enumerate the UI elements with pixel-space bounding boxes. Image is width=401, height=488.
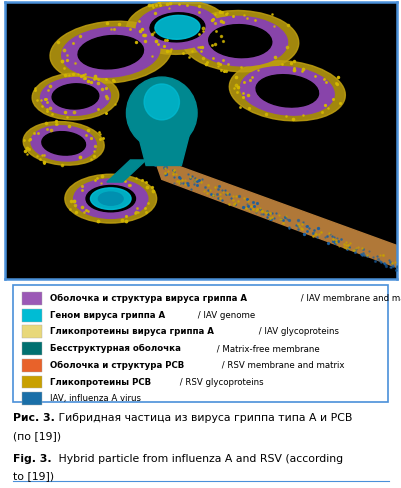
- FancyBboxPatch shape: [13, 285, 387, 402]
- Ellipse shape: [50, 21, 171, 83]
- Ellipse shape: [78, 36, 143, 69]
- Ellipse shape: [86, 185, 135, 212]
- Ellipse shape: [98, 192, 123, 205]
- Text: Hybrid particle from influenza A and RSV (according: Hybrid particle from influenza A and RSV…: [55, 454, 342, 464]
- Text: IAV, influenza A virus: IAV, influenza A virus: [49, 394, 140, 403]
- Ellipse shape: [52, 84, 99, 109]
- Ellipse shape: [181, 11, 298, 72]
- Ellipse shape: [144, 84, 179, 120]
- Text: Бесструктурная оболочка: Бесструктурная оболочка: [49, 344, 180, 353]
- FancyBboxPatch shape: [22, 392, 42, 405]
- Ellipse shape: [208, 24, 271, 58]
- Ellipse shape: [23, 122, 104, 165]
- FancyBboxPatch shape: [22, 309, 42, 322]
- Text: / IAV genome: / IAV genome: [194, 311, 254, 320]
- Text: / IAV glycoproteins: / IAV glycoproteins: [255, 327, 338, 336]
- Polygon shape: [154, 157, 401, 270]
- Polygon shape: [107, 160, 146, 182]
- Ellipse shape: [154, 15, 199, 39]
- Ellipse shape: [126, 0, 228, 54]
- Ellipse shape: [41, 78, 110, 115]
- Ellipse shape: [150, 13, 205, 42]
- Ellipse shape: [73, 179, 148, 218]
- Text: Оболочка и структура РСВ: Оболочка и структура РСВ: [49, 361, 183, 370]
- Ellipse shape: [65, 174, 156, 223]
- Ellipse shape: [229, 61, 344, 121]
- Ellipse shape: [240, 66, 333, 115]
- Ellipse shape: [61, 27, 160, 77]
- Text: / RSV membrane and matrix: / RSV membrane and matrix: [218, 361, 343, 370]
- Ellipse shape: [42, 132, 85, 155]
- Ellipse shape: [32, 73, 118, 120]
- Text: Оболочка и структура вируса гриппа A: Оболочка и структура вируса гриппа A: [49, 294, 246, 303]
- Text: Рис. 3.: Рис. 3.: [13, 413, 55, 423]
- FancyBboxPatch shape: [22, 342, 42, 355]
- FancyBboxPatch shape: [22, 376, 42, 388]
- Polygon shape: [138, 135, 189, 165]
- Text: / IAV membrane and matrix: / IAV membrane and matrix: [297, 294, 401, 303]
- FancyBboxPatch shape: [22, 359, 42, 372]
- Ellipse shape: [90, 188, 131, 209]
- Text: Гибридная частица из вируса гриппа типа A и РСВ: Гибридная частица из вируса гриппа типа …: [55, 413, 351, 423]
- Ellipse shape: [255, 75, 318, 107]
- FancyBboxPatch shape: [22, 292, 42, 305]
- Ellipse shape: [192, 17, 287, 66]
- Text: (по [19]): (по [19]): [13, 431, 61, 441]
- Text: Гликопротеины РСВ: Гликопротеины РСВ: [49, 378, 150, 386]
- Ellipse shape: [31, 126, 96, 161]
- Text: Fig. 3.: Fig. 3.: [13, 454, 52, 464]
- Text: / RSV glycoproteins: / RSV glycoproteins: [176, 378, 263, 386]
- Ellipse shape: [126, 77, 196, 149]
- FancyBboxPatch shape: [22, 325, 42, 338]
- Text: Геном вируса гриппа A: Геном вируса гриппа A: [49, 311, 164, 320]
- Ellipse shape: [136, 5, 218, 49]
- Text: / Matrix-free membrane: / Matrix-free membrane: [214, 344, 319, 353]
- Text: to [19]): to [19]): [13, 471, 55, 481]
- Text: Гликопротеины вируса гриппа A: Гликопротеины вируса гриппа A: [49, 327, 213, 336]
